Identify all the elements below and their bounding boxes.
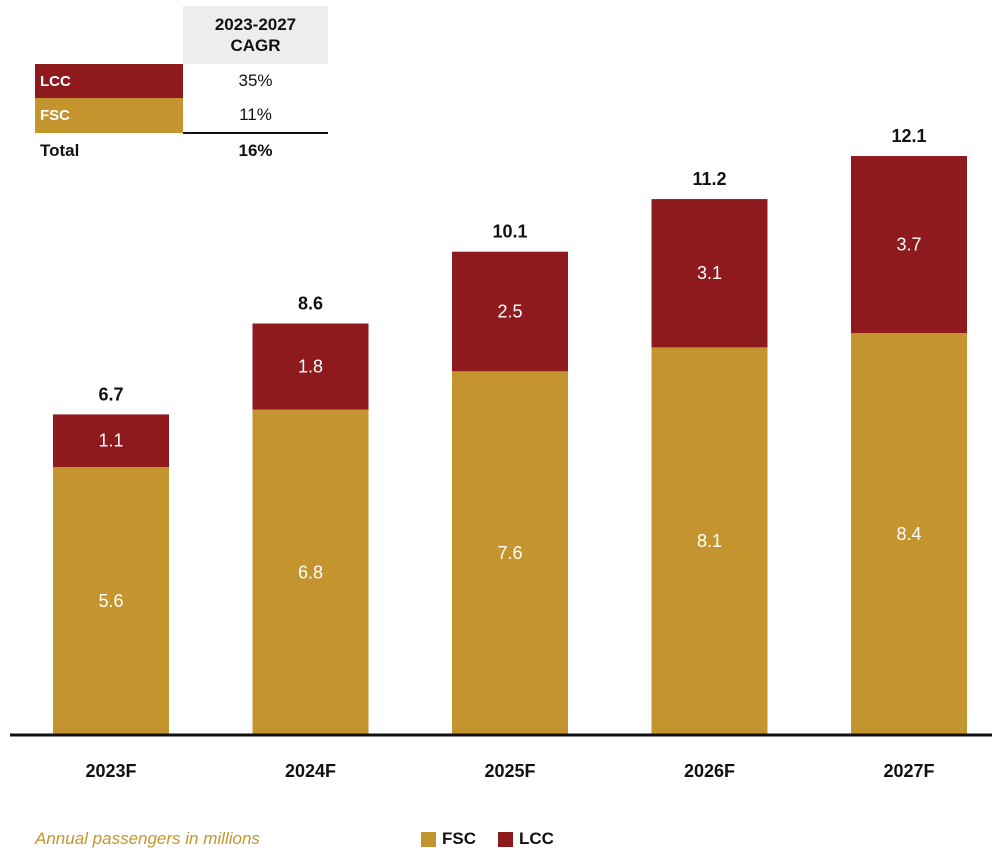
cagr-header-line2: CAGR [230,36,281,55]
data-label-lcc-2027F: 3.7 [896,235,921,255]
bar-fsc-2023F [53,467,169,735]
data-label-lcc-2023F: 1.1 [98,431,123,451]
x-tick-label-2027F: 2027F [883,761,934,781]
legend-item-lcc: LCC [498,829,554,849]
x-tick-label-2025F: 2025F [484,761,535,781]
cagr-header-line1: 2023-2027 [214,15,297,34]
data-label-total-2026F: 11.2 [692,169,726,189]
bar-lcc-2024F [252,323,369,410]
data-label-fsc-2023F: 5.6 [98,591,123,611]
x-tick-label-2023F: 2023F [85,761,136,781]
bar-lcc-2027F [851,156,967,334]
data-label-total-2023F: 6.7 [98,384,123,404]
cagr-header: 2023-2027 CAGR [183,6,328,64]
cagr-row-label-lcc: LCC [35,64,183,98]
bar-lcc-2026F [651,199,768,348]
data-label-total-2027F: 12.1 [891,126,926,146]
data-label-fsc-2026F: 8.1 [697,531,722,551]
bar-fsc-2026F [651,347,768,735]
legend-label-fsc: FSC [442,829,476,848]
bar-lcc-2025F [452,251,568,372]
x-tick-label-2026F: 2026F [684,761,735,781]
bar-lcc-2023F [53,414,169,468]
data-label-total-2024F: 8.6 [298,293,323,313]
cagr-table-corner [35,6,183,64]
data-label-fsc-2025F: 7.6 [497,543,522,563]
footer-note: Annual passengers in millions [35,829,260,848]
x-tick-label-2024F: 2024F [285,761,336,781]
data-label-fsc-2027F: 8.4 [896,524,921,544]
cagr-total-label: Total [40,140,80,160]
data-label-lcc-2025F: 2.5 [497,302,522,322]
data-label-total-2025F: 10.1 [492,222,527,242]
bar-fsc-2024F [252,409,369,735]
bar-fsc-2027F [851,333,967,735]
cagr-row-value-lcc: 35% [238,71,273,90]
cagr-row-label-fsc: FSC [35,98,183,133]
data-label-lcc-2026F: 3.1 [697,263,722,283]
legend-item-fsc: FSC [421,829,476,849]
bar-fsc-2025F [452,371,568,735]
cagr-table: 2023-2027 CAGR LCC 35% FSC 11% Total 16% [35,6,328,168]
legend-label-lcc: LCC [519,829,554,848]
legend: FSC LCC [421,829,554,849]
data-label-lcc-2024F: 1.8 [298,357,323,377]
cagr-total-value: 16% [183,132,328,168]
legend-swatch-fsc [421,831,436,847]
legend-swatch-lcc [498,831,513,847]
cagr-row-value-fsc: 11% [239,105,272,124]
data-label-fsc-2024F: 6.8 [298,562,323,582]
